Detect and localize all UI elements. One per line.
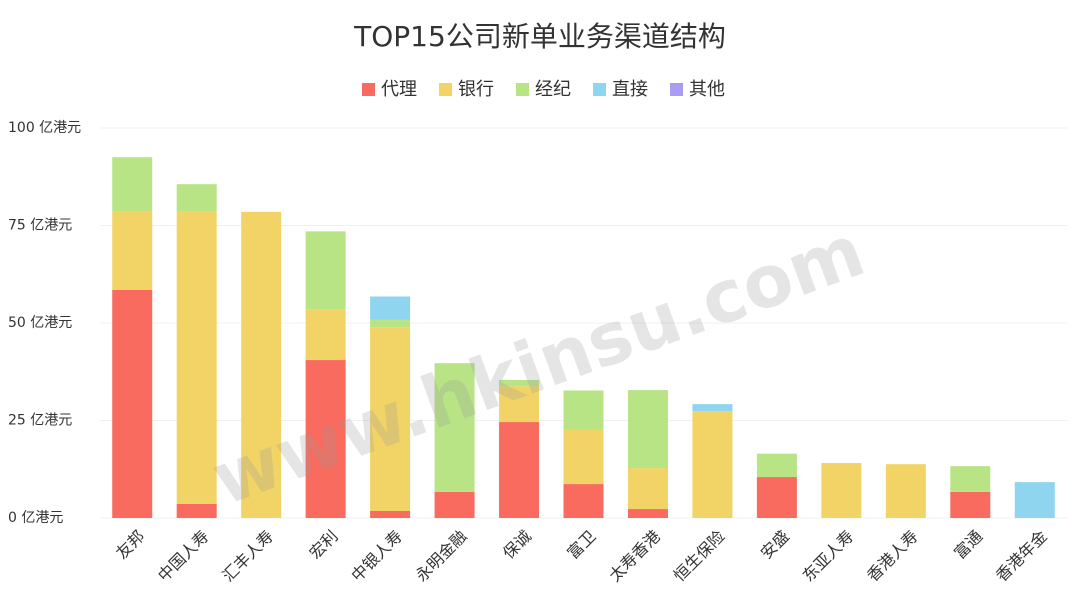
x-tick-label: 汇丰人寿 — [218, 527, 277, 586]
x-tick-label: 友邦 — [112, 527, 148, 563]
y-tick-label: 0 亿港元 — [8, 510, 63, 526]
bar-segment — [370, 510, 411, 518]
bar-segment — [756, 453, 797, 478]
bar-segment — [305, 231, 346, 310]
bar-segment — [499, 422, 540, 518]
y-tick-label: 25 亿港元 — [8, 413, 72, 429]
bar-segment — [627, 509, 668, 518]
x-tick-label: 香港人寿 — [863, 527, 922, 586]
bar-segment — [370, 327, 411, 511]
x-tick-label: 永明金融 — [412, 527, 471, 586]
bar-segment — [885, 464, 926, 518]
x-tick-label: 宏利 — [306, 527, 342, 563]
y-tick-label: 100 亿港元 — [8, 120, 81, 136]
y-tick-label: 75 亿港元 — [8, 218, 72, 234]
legend-label: 银行 — [458, 79, 494, 100]
bar-segment — [370, 296, 411, 320]
x-tick-label: 安盛 — [757, 527, 793, 563]
x-tick-label: 恒生保险 — [670, 527, 729, 586]
bar-segment — [563, 484, 604, 518]
bar-segment — [950, 466, 991, 492]
x-tick-label: 保诚 — [499, 527, 535, 563]
legend-label: 代理 — [381, 79, 417, 100]
legend-swatch — [670, 83, 683, 96]
bar-segment — [305, 309, 346, 361]
bar-segment — [627, 468, 668, 510]
legend: 代理 银行 经纪 直接 其他 — [362, 79, 725, 100]
bar-segment — [627, 390, 668, 469]
x-tick-label: 中国人寿 — [154, 527, 213, 586]
bar-segment — [692, 404, 733, 412]
legend-swatch — [593, 83, 606, 96]
bar-segment — [821, 463, 862, 518]
bar-segment — [499, 386, 540, 423]
bar-segment — [563, 390, 604, 430]
x-tick-label: 富卫 — [563, 527, 599, 563]
legend-label: 其他 — [689, 79, 725, 100]
x-tick-label: 香港年金 — [992, 527, 1051, 586]
bar-segment — [176, 503, 217, 518]
bar-segment — [176, 184, 217, 212]
x-tick-label: 东亚人寿 — [799, 527, 858, 586]
bar-segment — [241, 211, 282, 518]
bar-segment — [499, 379, 540, 387]
bar-segment — [756, 477, 797, 518]
bar-segment — [112, 157, 153, 212]
x-tick-label: 太寿香港 — [605, 527, 664, 586]
bar-segment — [1014, 482, 1055, 518]
chart-title: TOP15公司新单业务渠道结构 — [353, 20, 726, 53]
bar-segment — [305, 360, 346, 518]
bar-segment — [370, 319, 411, 328]
legend-swatch — [516, 83, 529, 96]
bar-segment — [563, 429, 604, 485]
bar-segment — [692, 411, 733, 518]
legend-swatch — [362, 83, 375, 96]
legend-swatch — [439, 83, 452, 96]
legend-label: 经纪 — [535, 79, 571, 100]
bar-segment — [950, 491, 991, 518]
bar-segment — [176, 211, 217, 504]
x-tick-label: 富通 — [950, 527, 986, 563]
legend-label: 直接 — [612, 79, 648, 100]
bar-segment — [434, 363, 475, 492]
y-tick-label: 50 亿港元 — [8, 315, 72, 331]
bar-segment — [112, 211, 153, 290]
bar-segment — [434, 491, 475, 518]
bar-segment — [112, 289, 153, 518]
x-tick-label: 中银人寿 — [347, 527, 406, 586]
